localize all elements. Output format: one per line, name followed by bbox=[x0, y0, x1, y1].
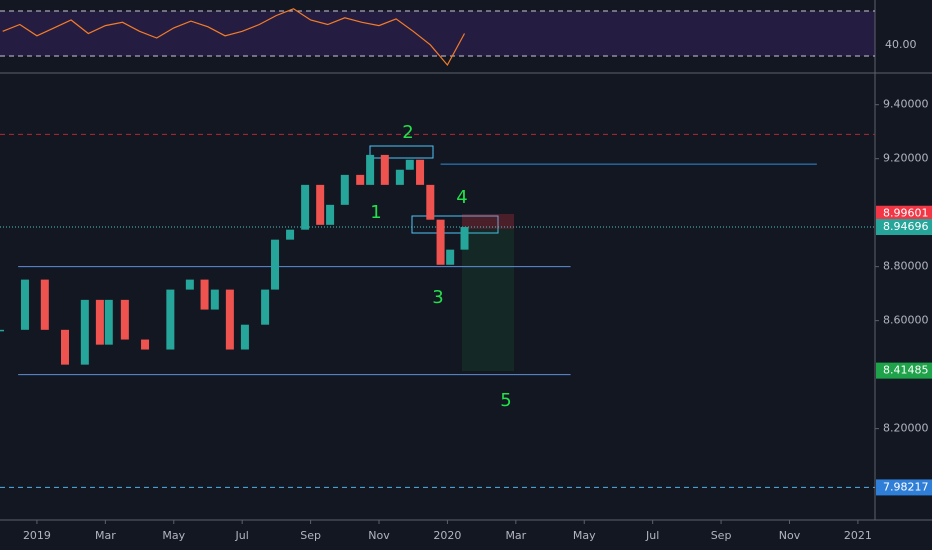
x-tick-label: Sep bbox=[300, 529, 321, 542]
candle bbox=[416, 159, 425, 185]
price-tag bbox=[876, 362, 932, 379]
wave-label: 3 bbox=[432, 287, 443, 308]
candle bbox=[460, 226, 469, 250]
candle bbox=[95, 299, 104, 345]
y-tick-label: 8.20000 bbox=[883, 422, 929, 435]
x-tick-label: Mar bbox=[505, 529, 526, 542]
rsi-line bbox=[2, 8, 466, 67]
candle bbox=[426, 184, 435, 220]
price-tag-label: 8.94696 bbox=[883, 220, 929, 233]
candle bbox=[166, 289, 175, 350]
candle bbox=[356, 174, 365, 185]
x-tick-label: Nov bbox=[368, 529, 390, 542]
price-tag bbox=[876, 205, 932, 222]
candle bbox=[380, 154, 389, 185]
x-tick-label: May bbox=[573, 529, 596, 542]
rsi-band bbox=[0, 11, 875, 56]
candle bbox=[286, 229, 295, 240]
candle bbox=[301, 184, 310, 230]
candle bbox=[0, 329, 4, 332]
price-tag-label: 7.98217 bbox=[883, 480, 929, 493]
candle bbox=[185, 279, 194, 290]
wave-label: 2 bbox=[402, 122, 413, 143]
price-tag bbox=[876, 479, 932, 496]
price-tag-label: 8.99601 bbox=[883, 207, 929, 220]
stop-zone bbox=[462, 214, 514, 229]
x-tick-label: 2021 bbox=[844, 529, 872, 542]
y-tick-label: 8.80000 bbox=[883, 260, 929, 273]
x-tick-label: Sep bbox=[711, 529, 732, 542]
candle bbox=[80, 299, 89, 365]
candle bbox=[405, 159, 414, 170]
candle bbox=[20, 279, 29, 330]
x-tick-label: Mar bbox=[95, 529, 116, 542]
wave-label: 1 bbox=[370, 202, 381, 223]
price-tag-label: 8.41485 bbox=[883, 364, 929, 377]
y-tick-label: 9.40000 bbox=[883, 98, 929, 111]
candle bbox=[261, 289, 270, 325]
wave-label: 5 bbox=[500, 390, 511, 411]
y-tick-label: 8.60000 bbox=[883, 314, 929, 327]
x-tick-label: May bbox=[162, 529, 185, 542]
candle bbox=[141, 339, 150, 350]
price-pane: 1 2 3 4 5 bbox=[0, 122, 875, 488]
axes: 9.40000 9.20000 8.80000 8.60000 8.20000 8.996… bbox=[23, 98, 932, 542]
x-tick-label: 2019 bbox=[23, 529, 51, 542]
x-tick-label: Jul bbox=[235, 529, 249, 542]
x-tick-label: Jul bbox=[645, 529, 659, 542]
candle bbox=[446, 249, 455, 265]
candle bbox=[200, 279, 209, 310]
rsi-pane: 40.00 bbox=[0, 8, 917, 67]
candle bbox=[366, 154, 375, 185]
candle bbox=[316, 184, 325, 225]
x-tick-label: Nov bbox=[779, 529, 801, 542]
zone-box bbox=[369, 145, 434, 159]
candle bbox=[210, 289, 219, 310]
wave-label: 4 bbox=[456, 187, 467, 208]
candle bbox=[120, 299, 129, 340]
candle bbox=[240, 324, 249, 350]
candle bbox=[60, 329, 69, 365]
candle bbox=[40, 279, 49, 330]
rsi-tick-label: 40.00 bbox=[885, 38, 917, 51]
candle bbox=[395, 169, 404, 185]
candle bbox=[225, 289, 234, 350]
candle bbox=[271, 239, 280, 290]
candle bbox=[104, 299, 113, 345]
price-tag bbox=[876, 218, 932, 235]
candle bbox=[340, 174, 349, 205]
candle bbox=[326, 204, 335, 225]
target-zone bbox=[462, 229, 514, 371]
candle bbox=[436, 219, 445, 265]
zone-box bbox=[411, 215, 499, 234]
y-tick-label: 9.20000 bbox=[883, 152, 929, 165]
x-tick-label: 2020 bbox=[433, 529, 461, 542]
